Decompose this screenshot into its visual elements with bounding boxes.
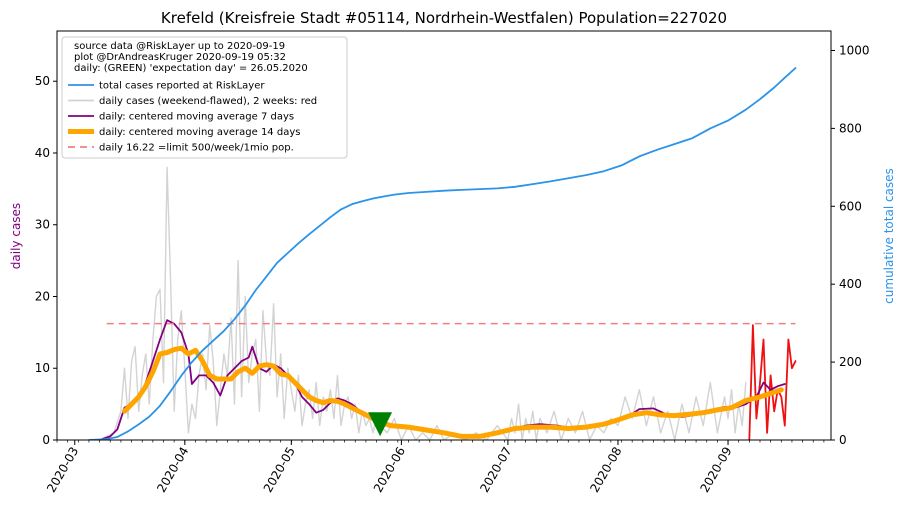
total-series-line bbox=[88, 67, 797, 440]
right-tick-label: 200 bbox=[839, 355, 862, 369]
expectation-day-marker bbox=[368, 412, 393, 437]
legend: source data @RiskLayer up to 2020-09-19 … bbox=[61, 36, 348, 159]
legend-box bbox=[61, 36, 348, 159]
x-tick-label: 2020-06 bbox=[371, 445, 408, 495]
x-tick-label: 2020-07 bbox=[477, 445, 514, 495]
daily-recent-series-line bbox=[748, 324, 797, 440]
ma7-series-line bbox=[98, 319, 786, 440]
x-tick-label: 2020-04 bbox=[154, 445, 191, 495]
ma14-series-line bbox=[122, 345, 784, 439]
left-tick-label: 20 bbox=[35, 289, 50, 303]
legend-label-ma7: daily: centered moving average 7 days bbox=[99, 112, 294, 123]
legend-header-line-2: plot @DrAndreasKruger 2020-09-19 05:32 bbox=[74, 52, 286, 63]
x-tick-label: 2020-03 bbox=[44, 445, 81, 495]
legend-header-line-1: source data @RiskLayer up to 2020-09-19 bbox=[74, 41, 285, 52]
left-tick-label: 10 bbox=[35, 361, 50, 375]
daily-raw-series-line bbox=[98, 166, 747, 440]
right-tick-label: 0 bbox=[839, 433, 847, 447]
left-tick-label: 30 bbox=[35, 218, 50, 232]
x-tick-label: 2020-09 bbox=[697, 445, 734, 495]
right-tick-label: 1000 bbox=[839, 43, 870, 57]
right-tick-label: 800 bbox=[839, 121, 862, 135]
left-tick-label: 50 bbox=[35, 74, 50, 88]
legend-label-daily_raw: daily cases (weekend-flawed), 2 weeks: r… bbox=[99, 96, 317, 107]
legend-label-limit: daily 16.22 =limit 500/week/1mio pop. bbox=[99, 143, 294, 154]
legend-header-line-3: daily: (GREEN) 'expectation day' = 26.05… bbox=[74, 63, 308, 74]
right-tick-label: 600 bbox=[839, 199, 862, 213]
left-axis-label: daily cases bbox=[9, 203, 23, 269]
left-tick-label: 0 bbox=[42, 433, 50, 447]
chart-title: Krefeld (Kreisfreie Stadt #05114, Nordrh… bbox=[161, 9, 727, 27]
plot-frame bbox=[56, 30, 832, 441]
left-tick-label: 40 bbox=[35, 146, 50, 160]
x-tick-label: 2020-05 bbox=[261, 445, 298, 495]
legend-label-total: total cases reported at RiskLayer bbox=[99, 81, 265, 92]
plot-layers bbox=[88, 67, 797, 440]
legend-label-ma14: daily: centered moving average 14 days bbox=[99, 127, 300, 138]
right-tick-label: 400 bbox=[839, 277, 862, 291]
right-axis-label: cumulative total cases bbox=[882, 168, 896, 304]
x-tick-label: 2020-08 bbox=[587, 445, 624, 495]
